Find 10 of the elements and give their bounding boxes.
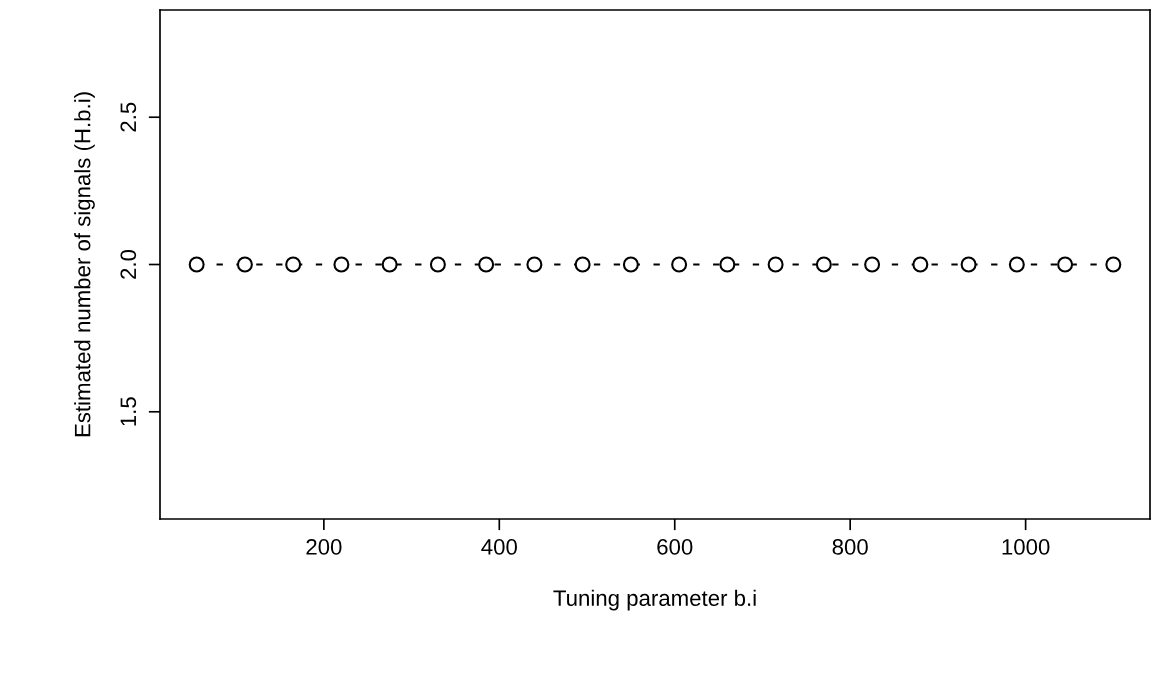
- y-tick-label: 1.5: [120, 397, 137, 426]
- x-tick-label: 1000: [1002, 539, 1050, 555]
- x-tick-label: 800: [832, 539, 868, 555]
- x-tick-label: 600: [657, 539, 693, 555]
- y-tick-label: 2.0: [120, 249, 137, 279]
- x-tick-label: 400: [481, 539, 517, 555]
- x-axis-title: Tuning parameter b.i: [553, 589, 756, 611]
- y-tick-label: 2.5: [120, 102, 137, 132]
- y-axis-title: Estimated number of signals (H.b.i): [74, 92, 95, 437]
- x-tick-label: 200: [306, 539, 342, 555]
